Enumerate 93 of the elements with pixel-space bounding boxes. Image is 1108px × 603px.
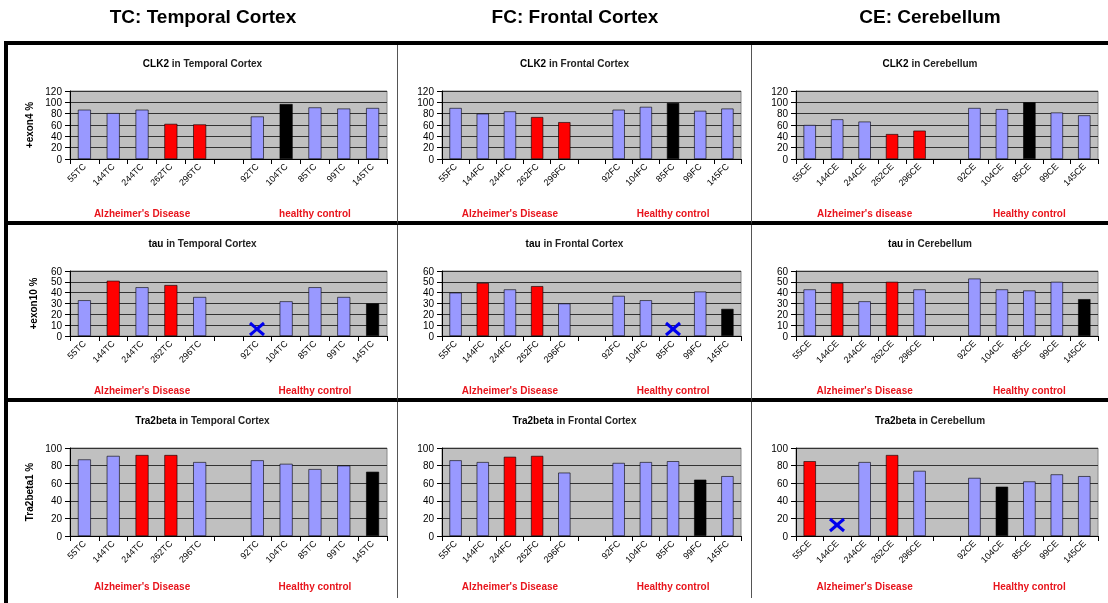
y-tick-label: 0 [428, 330, 435, 342]
y-tick-label: 60 [776, 119, 789, 131]
y-tick-label: 0 [428, 153, 435, 165]
y-tick-label: 60 [50, 119, 63, 131]
y-tick-label: 50 [422, 276, 435, 288]
text: Healthy control [992, 580, 1066, 592]
text: Alzheimer's Disease [461, 207, 559, 219]
y-tick-label: 60 [50, 265, 63, 277]
y-tick-label: 40 [776, 130, 789, 142]
y-tick-label: 100 [771, 96, 789, 108]
chart-title: tau in Frontal Cortex [525, 237, 624, 249]
y-tick-label: 20 [776, 512, 789, 524]
y-tick-label: 40 [776, 495, 789, 507]
chart-title: CLK2 in Frontal Cortex [520, 57, 630, 69]
chart-title: tau in Cerebellum [888, 237, 973, 249]
y-tick-label: 80 [776, 108, 789, 120]
chart-subtitle: TC: Temporal Cortex [108, 6, 298, 28]
y-tick-label: 100 [417, 442, 435, 454]
text: Healthy control [278, 384, 352, 396]
y-tick-label: 40 [50, 130, 63, 142]
y-tick-label: 60 [422, 265, 435, 277]
y-tick-label: 120 [771, 85, 789, 97]
y-tick-label: 50 [50, 276, 63, 288]
y-axis-title: Tra2beta1 % [23, 462, 35, 522]
y-tick-label: 0 [782, 530, 789, 542]
y-tick-label: 40 [422, 495, 435, 507]
y-tick-label: 80 [50, 108, 63, 120]
y-tick-label: 80 [422, 460, 435, 472]
text: Alzheimer's Disease [93, 384, 191, 396]
y-tick-label: 100 [45, 96, 63, 108]
y-tick-label: 60 [50, 477, 63, 489]
chart-title: Tra2beta in Frontal Cortex [512, 414, 637, 426]
text: Healthy control [992, 207, 1066, 219]
text: Healthy control [636, 207, 710, 219]
text: Alzheimer's Disease [93, 207, 191, 219]
y-tick-label: 20 [50, 512, 63, 524]
text: Alzheimer's disease [817, 207, 913, 219]
text: Alzheimer's Disease [816, 580, 914, 592]
y-tick-label: 60 [422, 119, 435, 131]
y-tick-label: 0 [56, 153, 63, 165]
y-tick-label: 120 [45, 85, 63, 97]
y-tick-label: 20 [422, 142, 435, 154]
y-tick-label: 20 [422, 512, 435, 524]
y-tick-label: 10 [422, 319, 435, 331]
y-tick-label: 100 [45, 442, 63, 454]
y-tick-label: 30 [776, 298, 789, 309]
y-tick-label: 60 [422, 477, 435, 489]
y-tick-label: 20 [50, 308, 63, 320]
y-axis-title: +exon4 % [23, 101, 35, 149]
y-tick-label: 60 [776, 477, 789, 489]
text: Alzheimer's Disease [93, 580, 191, 592]
y-tick-label: 20 [50, 142, 63, 154]
y-tick-label: 40 [50, 287, 63, 299]
text: Healthy control [992, 384, 1066, 396]
y-tick-label: 40 [50, 495, 63, 507]
text: Healthy control [636, 580, 710, 592]
y-tick-label: 120 [417, 85, 435, 97]
y-tick-label: 50 [776, 276, 789, 288]
y-tick-label: 80 [50, 460, 63, 472]
y-tick-label: 0 [56, 530, 63, 542]
text: Alzheimer's Disease [816, 384, 914, 396]
y-tick-label: 40 [422, 287, 435, 299]
chart-title: Tra2beta in Cerebellum [874, 414, 986, 426]
y-tick-label: 0 [428, 530, 435, 542]
chart-title: CLK2 in Temporal Cortex [142, 57, 263, 69]
y-tick-label: 10 [776, 319, 789, 331]
y-tick-label: 0 [56, 330, 63, 342]
text: Healthy control [636, 384, 710, 396]
y-tick-label: 80 [776, 460, 789, 472]
text: Alzheimer's Disease [461, 580, 559, 592]
chart-subtitle: FC: Frontal Cortex [490, 6, 660, 28]
chart-title: tau in Temporal Cortex [148, 237, 258, 249]
y-tick-label: 60 [776, 265, 789, 277]
chart-subtitle: CE: Cerebellum [858, 6, 1002, 28]
y-tick-label: 20 [776, 142, 789, 154]
y-tick-label: 0 [782, 330, 789, 342]
y-tick-label: 80 [422, 108, 435, 120]
chart-title: Tra2beta in Temporal Cortex [135, 414, 271, 426]
y-tick-label: 0 [782, 153, 789, 165]
y-tick-label: 100 [417, 96, 435, 108]
text: Healthy control [278, 580, 352, 592]
text: healthy control [279, 207, 352, 219]
y-tick-label: 40 [776, 287, 789, 299]
text: Alzheimer's Disease [461, 384, 559, 396]
chart-title: CLK2 in Cerebellum [882, 57, 978, 69]
y-tick-label: 100 [771, 442, 789, 454]
y-tick-label: 30 [422, 298, 435, 309]
y-tick-label: 20 [422, 308, 435, 320]
y-tick-label: 40 [422, 130, 435, 142]
y-tick-label: 20 [776, 308, 789, 320]
y-tick-label: 30 [50, 298, 63, 309]
y-tick-label: 10 [50, 319, 63, 331]
y-axis-title: +exon10 % [27, 277, 39, 330]
